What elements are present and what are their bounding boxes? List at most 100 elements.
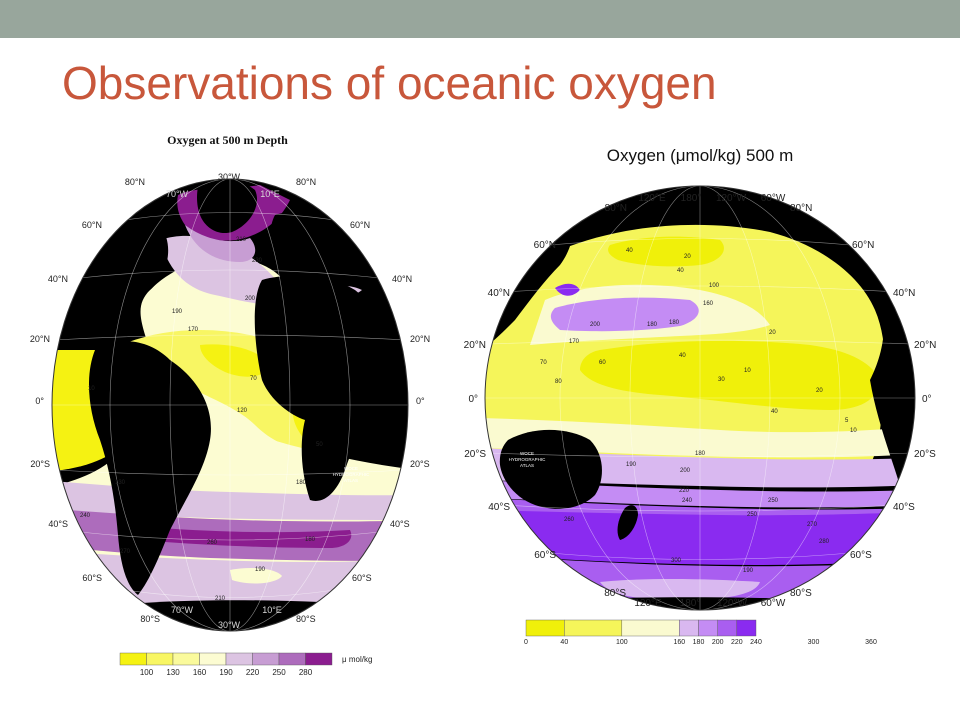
- contour-label: 230: [252, 258, 263, 264]
- left-map-lat-labels-right: 80°N 60°N 40°N 20°N 0° 20°S 40°S 60°S 80…: [296, 177, 430, 624]
- left-colorbar-swatch: [252, 652, 280, 666]
- left-land-greenland: [197, 179, 257, 233]
- right-lat-label: 80°S: [604, 588, 626, 599]
- woce-logo-text: WOCE: [344, 466, 358, 471]
- left-ocean-southern-cream: [230, 568, 282, 584]
- right-map-grid: [485, 186, 915, 610]
- right-lat-label-r: 20°N: [914, 340, 936, 351]
- left-lat-label-r: 60°S: [352, 573, 372, 583]
- contour-label: 120: [237, 408, 248, 414]
- left-lat-label-r: 40°N: [392, 274, 412, 284]
- left-colorbar-swatch: [199, 652, 227, 666]
- right-lon-label-bottom: 120°E: [634, 598, 662, 609]
- contour-label: 180: [695, 451, 706, 457]
- woce-logo-text: HYDROGRAPHIC: [333, 472, 371, 477]
- right-map-lat-labels-right: 80°N 60°N 40°N 20°N 0° 20°S 40°S 60°S 80…: [790, 203, 936, 599]
- contour-label: 10: [88, 386, 95, 392]
- right-lat-label-r: 20°S: [914, 449, 936, 460]
- left-colorbar-tick-label: 130: [166, 668, 180, 677]
- contour-label: 10: [850, 428, 857, 434]
- contour-label: 160: [703, 301, 714, 307]
- left-lat-label-r: 20°S: [410, 459, 430, 469]
- left-lon-label-bottom: 70°W: [171, 605, 194, 615]
- left-colorbar-tick-label: 160: [192, 668, 207, 677]
- right-lat-label-r: 0°: [922, 394, 932, 405]
- contour-label: 190: [172, 309, 183, 315]
- right-colorbar-swatch: [525, 619, 565, 637]
- contour-label: 70: [250, 376, 257, 382]
- contour-label: 250: [768, 498, 779, 504]
- left-lon-label-top: 10°E: [260, 189, 280, 199]
- woce-logo-text: ATLAS: [520, 463, 534, 468]
- right-lon-label-bottom: 60°W: [761, 598, 786, 609]
- left-colorbar-swatch: [172, 652, 200, 666]
- left-lat-label: 60°N: [82, 220, 102, 230]
- right-ocean-okhotsk: [555, 283, 580, 296]
- left-lon-label-bottom: 10°E: [262, 605, 282, 615]
- contour-label: 190: [626, 462, 637, 468]
- right-map: [484, 185, 916, 611]
- right-colorbar-tick-label: 300: [807, 639, 820, 646]
- contour-label: 220: [679, 488, 690, 494]
- contour-label: 270: [807, 522, 818, 528]
- left-lat-label: 20°S: [30, 459, 50, 469]
- left-map-grid: [52, 179, 408, 631]
- right-land-new-zealand: [617, 505, 638, 540]
- right-colorbar-tick-label: 360: [865, 639, 877, 646]
- top-banner: [0, 0, 960, 38]
- contour-label: 180: [647, 322, 658, 328]
- contour-label: 260: [564, 517, 575, 523]
- left-lat-label: 20°N: [30, 334, 50, 344]
- right-lat-label: 80°N: [605, 203, 627, 214]
- contour-label: 240: [80, 513, 91, 519]
- left-colorbar-swatch: [278, 652, 306, 666]
- right-lat-label-r: 80°N: [790, 203, 812, 214]
- contour-label: 180: [669, 320, 680, 326]
- left-lon-label-bottom: 30°W: [218, 620, 241, 630]
- left-ocean-south-deep: [160, 528, 352, 548]
- right-colorbar-swatch: [621, 619, 680, 637]
- contour-label: 170: [569, 339, 580, 345]
- right-ocean-southern-lavender: [600, 579, 760, 600]
- contour-label: 260: [207, 540, 218, 546]
- right-map-logo: WOCE HYDROGRAPHIC ATLAS: [509, 451, 547, 468]
- left-colorbar-tick-label: 100: [139, 668, 154, 677]
- right-lon-label-bottom: 120°W: [717, 598, 748, 609]
- contour-label: 70: [540, 360, 547, 366]
- right-colorbar-swatch: [564, 619, 623, 637]
- right-lat-label-r: 40°S: [893, 502, 915, 513]
- left-lat-label-r: 80°N: [296, 177, 316, 187]
- left-colorbar-swatch: [225, 652, 253, 666]
- left-map-outline: [51, 178, 409, 632]
- left-map-lon-labels: 70°W 30°W 10°E 70°W 30°W 10°E: [166, 172, 282, 630]
- left-lat-label: 40°N: [48, 274, 68, 284]
- contour-label: 190: [255, 567, 266, 573]
- left-land-europe: [270, 212, 337, 283]
- right-colorbar-tick-label: 220: [730, 639, 743, 646]
- left-lat-label: 40°S: [48, 519, 68, 529]
- right-lat-label: 0°: [468, 394, 478, 405]
- left-land-africa: [254, 275, 382, 501]
- right-lon-label-top: 180°: [681, 193, 702, 204]
- contour-label: 60: [599, 360, 606, 366]
- right-map-title: Oxygen (μmol/kg) 500 m: [606, 146, 794, 165]
- right-colorbar-swatch: [698, 619, 718, 637]
- left-ocean-south-cream: [150, 426, 408, 492]
- right-colorbar-tick-label: 240: [750, 639, 762, 646]
- contour-label: 20: [684, 254, 691, 260]
- left-map: [51, 178, 409, 632]
- right-lat-label-r: 80°S: [790, 588, 812, 599]
- right-map-lon-labels: 120°E 180° 120°W 60°W 120°E 180° 120°W 6…: [634, 193, 786, 609]
- right-lat-label: 20°N: [464, 340, 486, 351]
- contour-label: 190: [743, 568, 754, 574]
- left-colorbar: [119, 652, 333, 666]
- contour-label: 250: [747, 512, 758, 518]
- right-lon-label-bottom: 180°: [680, 598, 701, 609]
- right-colorbar-tick-label: 200: [711, 639, 724, 646]
- right-map-outline: [484, 185, 916, 611]
- right-colorbar-tick-label: 100: [615, 639, 628, 646]
- woce-logo-text: WOCE: [520, 451, 534, 456]
- left-ocean-equatorial-core: [200, 344, 270, 377]
- right-map-contour-labels: 40 20 40 100 160 200 180 180 170 40 60 7…: [540, 248, 857, 574]
